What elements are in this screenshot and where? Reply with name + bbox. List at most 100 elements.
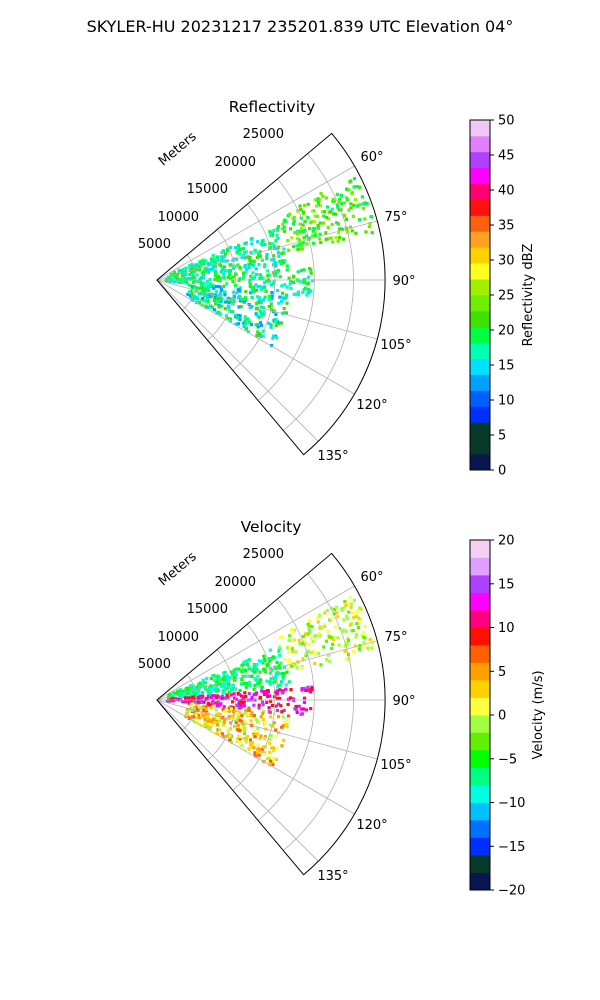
echo-cell: [201, 261, 206, 266]
echo-cell: [352, 611, 356, 615]
echo-cell: [257, 263, 261, 267]
echo-cell: [265, 279, 269, 283]
echo-cell: [244, 694, 248, 699]
echo-cell: [287, 248, 291, 252]
echo-cell: [177, 695, 181, 699]
echo-cell: [256, 727, 260, 731]
echo-cell: [280, 710, 284, 714]
echo-cell: [192, 295, 197, 299]
colorbar-band: [470, 326, 490, 344]
echo-cell: [363, 624, 367, 628]
echo-cell: [370, 646, 374, 650]
echo-cell: [296, 237, 300, 241]
echo-cell: [352, 203, 356, 207]
echo-cell: [243, 726, 247, 730]
colorbar-band: [470, 438, 490, 455]
colorbar-band: [470, 750, 490, 768]
echo-cell: [248, 283, 252, 287]
echo-cell: [189, 684, 193, 688]
echo-cell: [194, 263, 198, 267]
echo-cell: [265, 255, 269, 259]
echo-cell: [311, 234, 315, 238]
echo-cell: [222, 675, 226, 679]
echo-cell: [191, 691, 195, 695]
echo-cell: [196, 297, 200, 301]
echo-cell: [248, 306, 252, 310]
echo-cell: [314, 633, 318, 638]
echo-cell: [357, 606, 361, 610]
velocity-panel: Velocity Meters 5000 10000 15000 20000 2…: [138, 518, 416, 884]
echo-cell: [255, 732, 259, 736]
colorbar-band: [470, 732, 490, 751]
echo-cell: [213, 260, 217, 264]
echo-cell: [188, 264, 192, 268]
echo-cell: [306, 215, 310, 219]
echo-cell: [284, 687, 288, 691]
echo-cell: [187, 283, 191, 287]
echo-cell: [260, 685, 264, 689]
echo-cell: [275, 689, 279, 694]
echo-cell: [267, 755, 271, 759]
echo-cell: [355, 204, 360, 208]
echo-cell: [352, 616, 356, 620]
echo-cell: [173, 274, 177, 278]
echo-cell: [325, 205, 329, 209]
echo-cell: [259, 274, 263, 278]
echo-cell: [288, 645, 292, 649]
echo-cell: [242, 731, 246, 735]
echo-cell: [218, 719, 222, 723]
echo-cell: [268, 694, 272, 698]
echo-cell: [299, 707, 303, 711]
echo-cell: [222, 720, 226, 725]
echo-cell: [282, 708, 286, 712]
echo-cell: [327, 653, 331, 657]
echo-cell: [219, 288, 223, 292]
echo-cell: [249, 262, 253, 266]
echo-cell: [363, 201, 367, 205]
echo-cell: [268, 759, 273, 763]
echo-cell: [244, 298, 248, 303]
echo-cell: [186, 277, 190, 281]
echo-cell: [247, 708, 251, 712]
echo-cell: [318, 232, 322, 236]
echo-cell: [336, 615, 340, 619]
echo-cell: [257, 703, 261, 707]
grid-ring: [232, 623, 276, 791]
velocity-atick-90: 90°: [392, 694, 415, 709]
echo-cell: [234, 667, 238, 671]
echo-cell: [320, 210, 324, 214]
echo-cell: [187, 290, 191, 294]
echo-cell: [332, 212, 336, 216]
echo-cell: [350, 602, 354, 606]
echo-cell: [202, 281, 206, 285]
echo-cell: [228, 676, 232, 680]
echo-cell: [277, 268, 281, 273]
echo-cell: [321, 194, 325, 198]
echo-cell: [353, 197, 357, 202]
echo-cell: [275, 247, 279, 251]
echo-cell: [260, 239, 264, 243]
echo-cell: [248, 258, 252, 262]
echo-cell: [257, 298, 261, 302]
echo-cell: [286, 239, 290, 243]
echo-cell: [322, 645, 326, 649]
echo-cell: [205, 715, 210, 719]
velocity-rtick-15000: 15000: [187, 602, 228, 617]
echo-cell: [239, 719, 243, 724]
echo-cell: [261, 718, 265, 722]
echo-cell: [335, 611, 339, 615]
echo-cell: [277, 671, 281, 675]
echo-cell: [254, 249, 258, 253]
echo-cell: [247, 658, 251, 662]
colorbar-band: [470, 680, 490, 698]
echo-cell: [312, 649, 316, 653]
echo-cell: [254, 267, 258, 271]
echo-cell: [223, 293, 227, 297]
echo-cell: [368, 222, 372, 226]
echo-cell: [333, 635, 337, 639]
echo-cell: [297, 638, 301, 642]
echo-cell: [241, 276, 245, 280]
echo-cell: [272, 695, 276, 699]
echo-cell: [209, 257, 213, 261]
echo-cell: [295, 666, 299, 670]
